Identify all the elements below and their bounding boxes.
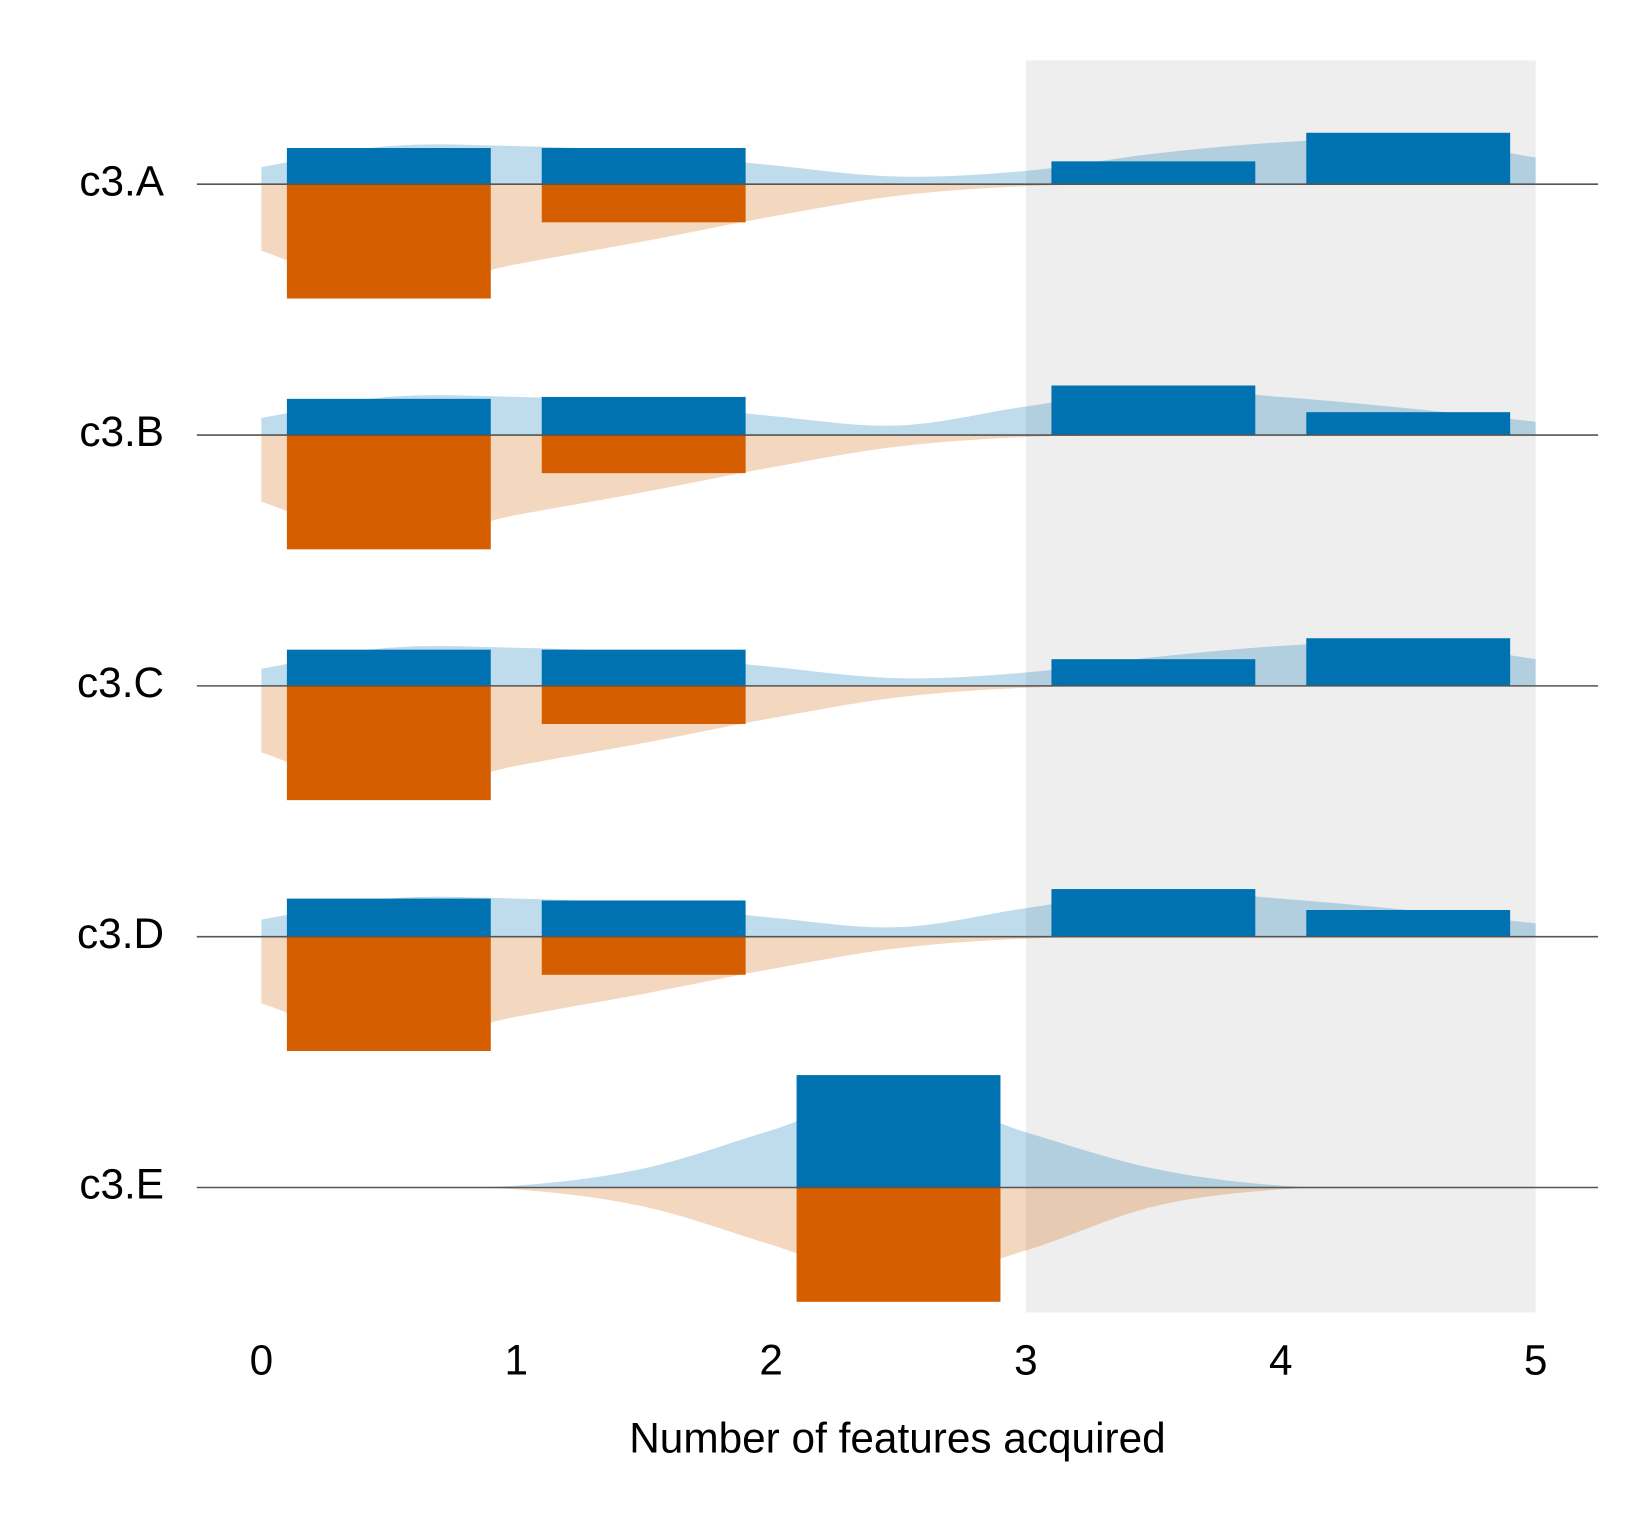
histogram-bar — [1051, 889, 1256, 937]
x-tick-label: 2 — [759, 1336, 783, 1383]
histogram-bar — [286, 435, 491, 550]
histogram-bar — [541, 900, 746, 937]
histogram-bar — [1306, 412, 1511, 436]
x-tick-label: 4 — [1269, 1336, 1293, 1383]
row-label: c3.A — [79, 157, 164, 204]
row-label: c3.D — [77, 910, 164, 957]
histogram-bar — [541, 148, 746, 185]
x-tick-label: 1 — [504, 1336, 528, 1383]
histogram-bar — [796, 1187, 1001, 1302]
histogram-bar — [1051, 385, 1256, 436]
histogram-bar — [1051, 659, 1256, 686]
histogram-bar — [541, 936, 746, 975]
histogram-bar — [541, 184, 746, 223]
histogram-bar — [541, 396, 746, 436]
histogram-bar — [541, 435, 746, 474]
row-label: c3.B — [79, 408, 164, 455]
histogram-bar — [541, 685, 746, 724]
histogram-bar — [286, 148, 491, 185]
histogram-bar — [286, 649, 491, 686]
histogram-bar — [286, 936, 491, 1051]
histogram-bar — [286, 898, 491, 937]
x-tick-label: 3 — [1014, 1336, 1038, 1383]
row-label: c3.C — [77, 659, 164, 706]
histogram-bar — [796, 1075, 1001, 1188]
histogram-bar — [1306, 638, 1511, 686]
x-tick-label: 5 — [1524, 1336, 1548, 1383]
histogram-bar — [1306, 132, 1511, 185]
histogram-bar — [541, 649, 746, 686]
histogram-bar — [1051, 161, 1256, 185]
x-axis-title: Number of features acquired — [629, 1415, 1165, 1462]
histogram-bar — [286, 184, 491, 299]
row-label: c3.E — [79, 1161, 164, 1208]
histogram-bar — [286, 685, 491, 801]
x-tick-label: 0 — [250, 1336, 274, 1383]
histogram-bar — [1306, 910, 1511, 937]
histogram-bar — [286, 398, 491, 436]
